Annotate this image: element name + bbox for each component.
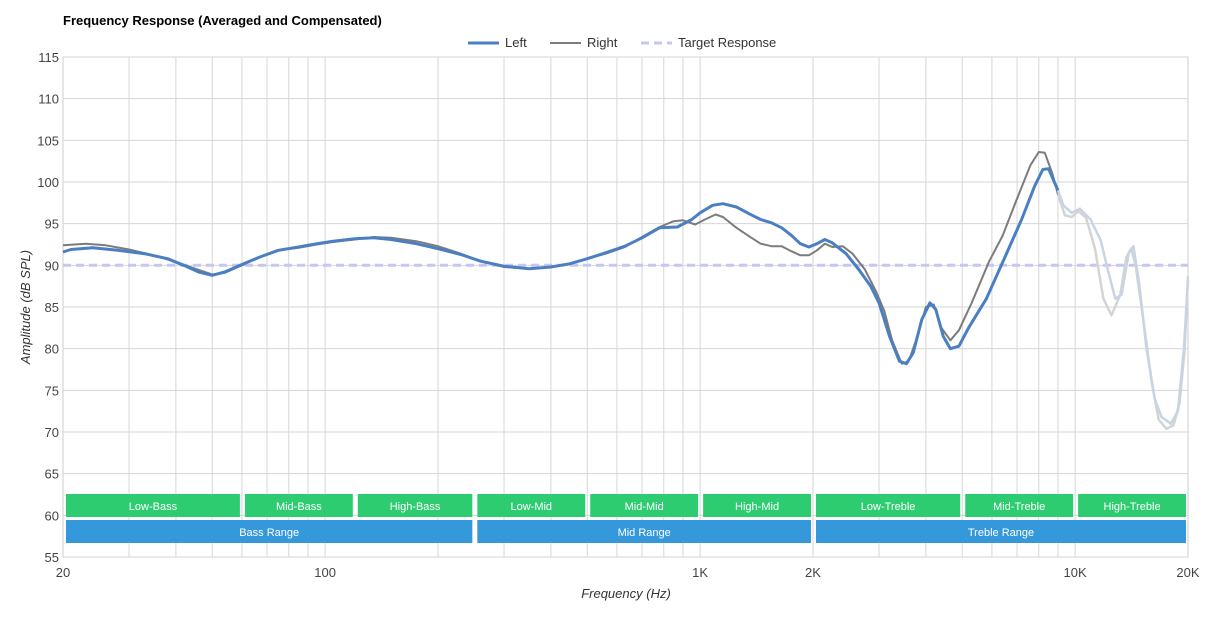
y-axis-ticks: 55 60 65 70 75 80 85 90 95 100 105 110 115 — [37, 50, 59, 565]
y-tick-label: 80 — [45, 342, 59, 357]
x-axis-label: Frequency (Hz) — [581, 586, 671, 601]
y-tick-label: 100 — [37, 175, 59, 190]
band-label: Low-Treble — [861, 501, 916, 513]
band-low-mid — [477, 494, 586, 517]
x-tick-label: 1K — [692, 565, 708, 580]
y-tick-label: 105 — [37, 133, 59, 148]
y-tick-label: 110 — [38, 92, 59, 107]
y-tick-label: 85 — [45, 300, 59, 315]
chart-title: Frequency Response (Averaged and Compens… — [63, 13, 382, 28]
x-tick-label: 10K — [1064, 565, 1087, 580]
legend-label-right: Right — [587, 35, 618, 50]
y-axis-label: Amplitude (dB SPL) — [18, 250, 33, 365]
y-tick-label: 70 — [45, 425, 59, 440]
y-tick-label: 90 — [45, 258, 59, 273]
band-low-treble — [816, 494, 961, 517]
band-label: Mid Range — [618, 527, 671, 539]
band-high-treble — [1078, 494, 1186, 517]
y-tick-label: 115 — [38, 50, 59, 65]
band-label: Low-Mid — [510, 501, 552, 513]
grid — [62, 56, 1189, 558]
x-tick-label: 20K — [1176, 565, 1199, 580]
y-tick-label: 55 — [45, 550, 59, 565]
x-axis-ticks: 20 100 1K 2K 10K 20K — [56, 565, 1200, 580]
band-mid-bass — [244, 494, 353, 517]
y-tick-label: 95 — [45, 217, 59, 232]
series-lines — [62, 151, 1190, 430]
band-label: Low-Bass — [129, 501, 178, 513]
band-label: Bass Range — [239, 527, 299, 539]
band-label: High-Bass — [390, 501, 441, 513]
band-high-bass — [357, 494, 473, 517]
x-tick-label: 100 — [314, 565, 336, 580]
band-label: Mid-Bass — [276, 501, 322, 513]
band-label: Mid-Mid — [625, 501, 664, 513]
band-label: High-Treble — [1104, 501, 1161, 513]
x-tick-label: 20 — [56, 565, 70, 580]
band-mid-range — [477, 520, 811, 543]
legend: Left Right Target Response — [468, 35, 776, 50]
y-tick-label: 60 — [45, 508, 59, 523]
series-line-left-faded — [1056, 189, 1190, 425]
series-line-right-faded — [1056, 194, 1190, 430]
band-mid-mid — [590, 494, 699, 517]
band-bass-range — [66, 520, 473, 543]
band-low-bass — [66, 494, 240, 517]
band-label: Mid-Treble — [993, 501, 1045, 513]
x-tick-label: 2K — [805, 565, 821, 580]
legend-label-left: Left — [505, 35, 527, 50]
y-tick-label: 65 — [45, 467, 59, 482]
y-tick-label: 75 — [45, 383, 59, 398]
band-mid-treble — [965, 494, 1074, 517]
series-line-left — [62, 167, 1060, 366]
band-treble-range — [816, 520, 1186, 543]
band-label: Treble Range — [968, 527, 1034, 539]
legend-label-target: Target Response — [678, 35, 776, 50]
band-label: High-Mid — [735, 501, 779, 513]
band-high-mid — [703, 494, 811, 517]
frequency-bands: Low-Bass Mid-Bass High-Bass Low-Mid Mid-Mid H… — [66, 494, 1186, 543]
